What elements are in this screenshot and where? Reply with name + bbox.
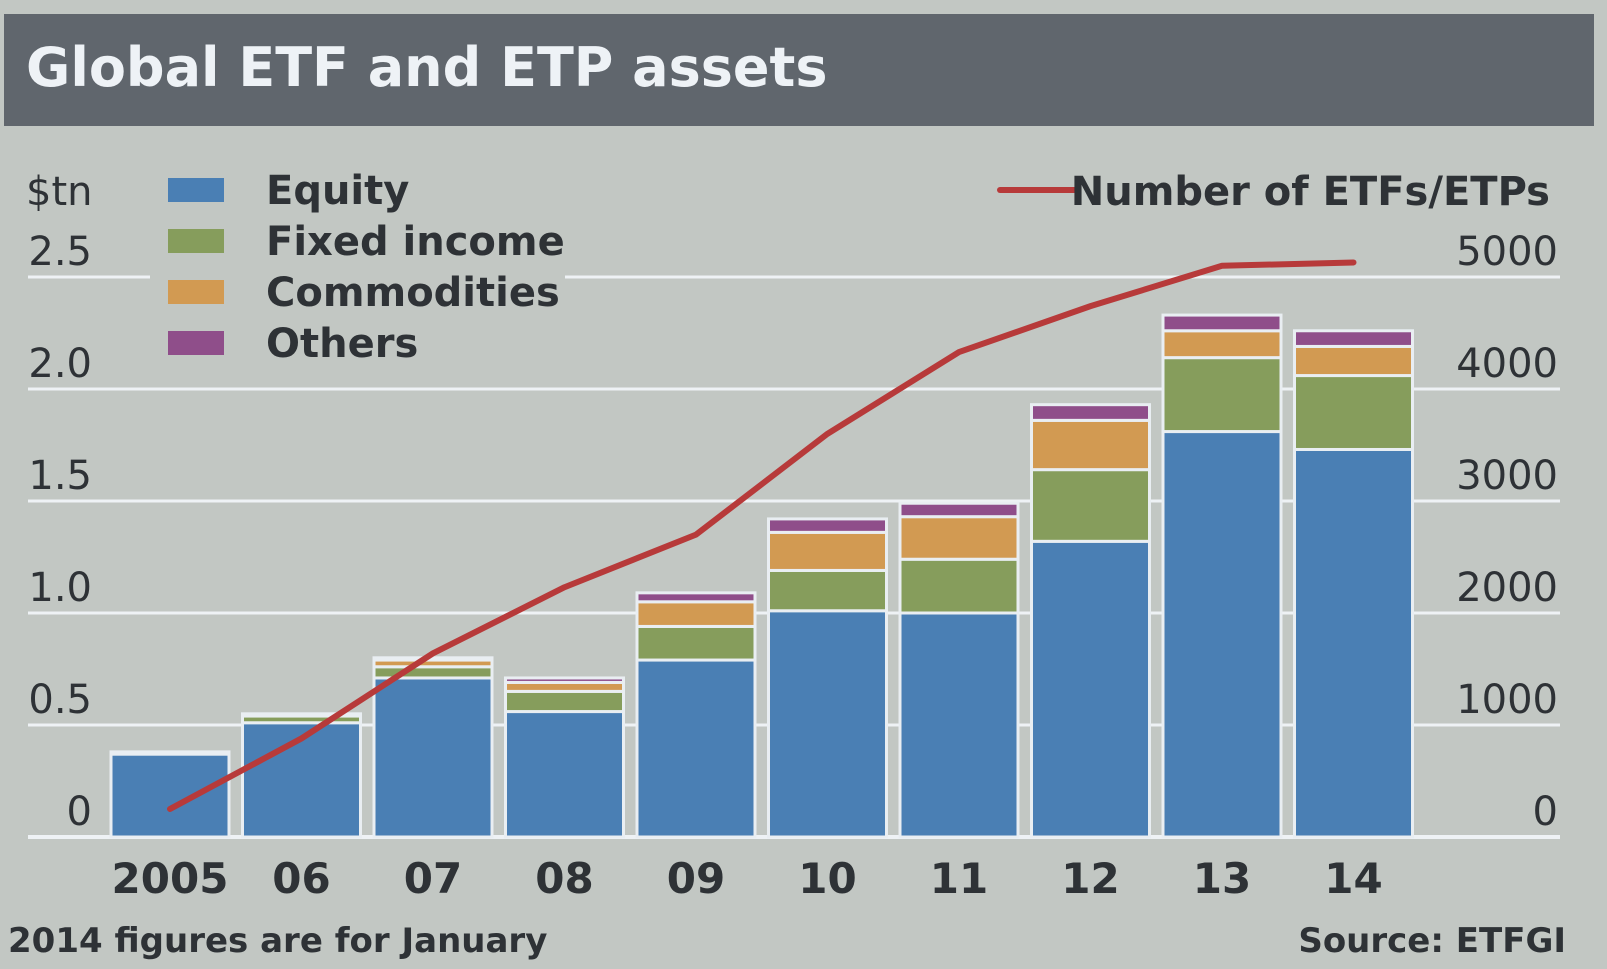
bar-segment-equity: [898, 611, 1020, 839]
y-tick-label-left: 2.0: [28, 341, 92, 387]
bars: [109, 313, 1414, 839]
bar-segment-fixed-income: [1161, 356, 1283, 434]
bar-segment-fixed-income: [898, 557, 1020, 615]
y-tick-label-left: 0: [67, 789, 92, 835]
axes: 0 0.5 1.0 1.5 2.0 2.5 0 1000 2000 3000 4000 5000 $tn…: [26, 169, 1558, 903]
legend-swatch-commodities: [168, 280, 224, 304]
bar-segment-others: [504, 676, 625, 684]
bar-segment-commodities: [767, 530, 888, 572]
x-tick-label: 06: [272, 854, 330, 903]
count-line: [167, 259, 1357, 812]
y-tick-label-left: 2.5: [28, 229, 92, 275]
y-tick-label-left: 0.5: [28, 677, 92, 723]
bar-segment-commodities: [1293, 344, 1414, 378]
bar-segment-equity: [372, 676, 494, 839]
bar-segment-others: [1293, 329, 1414, 348]
bar-segment-fixed-income: [767, 568, 888, 613]
number-of-etfs-line: [167, 259, 1357, 812]
bar-segment-commodities: [1030, 418, 1151, 472]
legend-label-others: Others: [266, 321, 418, 367]
bar-segment-commodities: [635, 600, 757, 628]
bar-segment-others: [372, 656, 494, 662]
bar-segment-fixed-income: [1030, 468, 1151, 543]
bar-segment-equity: [767, 609, 888, 839]
bar-segment-others: [767, 517, 888, 534]
bar-segment-equity: [1030, 539, 1151, 839]
y-tick-label-right: 4000: [1456, 341, 1558, 387]
bar-segment-equity: [504, 710, 625, 839]
bar-segment-fixed-income: [372, 665, 494, 680]
legend-swatch-others: [168, 331, 224, 355]
y-axis-unit: $tn: [26, 169, 92, 215]
legend-label-line: Number of ETFs/ETPs: [1071, 169, 1550, 215]
bar-segment-commodities: [898, 515, 1020, 561]
bar-segment-others: [1161, 313, 1283, 333]
footnote: 2014 figures are for January: [8, 921, 547, 961]
legend-label-fixed-income: Fixed income: [266, 219, 565, 265]
title-bar: Global ETF and ETP assets: [4, 14, 1594, 126]
bar-segment-equity: [1293, 447, 1414, 839]
legend-label-commodities: Commodities: [266, 270, 560, 316]
bar-segment-commodities: [1161, 329, 1283, 360]
legend: Equity Fixed income Commodities Others Numbe…: [168, 168, 1550, 367]
bar-segment-equity: [1161, 430, 1283, 839]
bar-segment-fixed-income: [1293, 374, 1414, 451]
x-tick-label: 09: [667, 854, 725, 903]
y-tick-label-right: 1000: [1456, 677, 1558, 723]
x-tick-label: 07: [404, 854, 462, 903]
bar-segment-others: [1030, 403, 1151, 422]
x-tick-label: 13: [1193, 854, 1251, 903]
bar-segment-equity: [241, 721, 362, 839]
y-tick-label-right: 3000: [1456, 453, 1558, 499]
bar-segment-others: [898, 501, 1020, 519]
bar-segment-fixed-income: [504, 689, 625, 714]
notes: 2014 figures are for January Source: ETFG…: [8, 921, 1566, 961]
x-tick-label: 08: [535, 854, 593, 903]
y-tick-label-left: 1.5: [28, 453, 92, 499]
y-tick-label-right: 0: [1533, 789, 1558, 835]
x-tick-label: 11: [930, 854, 988, 903]
bar-segment-commodities: [241, 712, 362, 718]
source-note: Source: ETFGI: [1298, 921, 1566, 961]
bar-segment-others: [635, 591, 757, 604]
bar-segment-equity: [109, 752, 231, 839]
chart-title: Global ETF and ETP assets: [26, 36, 828, 99]
y-tick-label-left: 1.0: [28, 565, 92, 611]
legend-label-equity: Equity: [266, 168, 409, 214]
bar-segment-fixed-income: [635, 624, 757, 662]
legend-swatch-equity: [168, 178, 224, 202]
legend-swatch-fixed-income: [168, 229, 224, 253]
y-tick-label-right: 5000: [1456, 229, 1558, 275]
y-tick-label-right: 2000: [1456, 565, 1558, 611]
bar-segment-fixed-income: [109, 750, 231, 756]
x-tick-label: 2005: [112, 854, 229, 903]
x-tick-label: 10: [798, 854, 856, 903]
x-tick-label: 14: [1324, 854, 1382, 903]
bar-segment-equity: [635, 658, 757, 839]
x-tick-label: 12: [1061, 854, 1119, 903]
